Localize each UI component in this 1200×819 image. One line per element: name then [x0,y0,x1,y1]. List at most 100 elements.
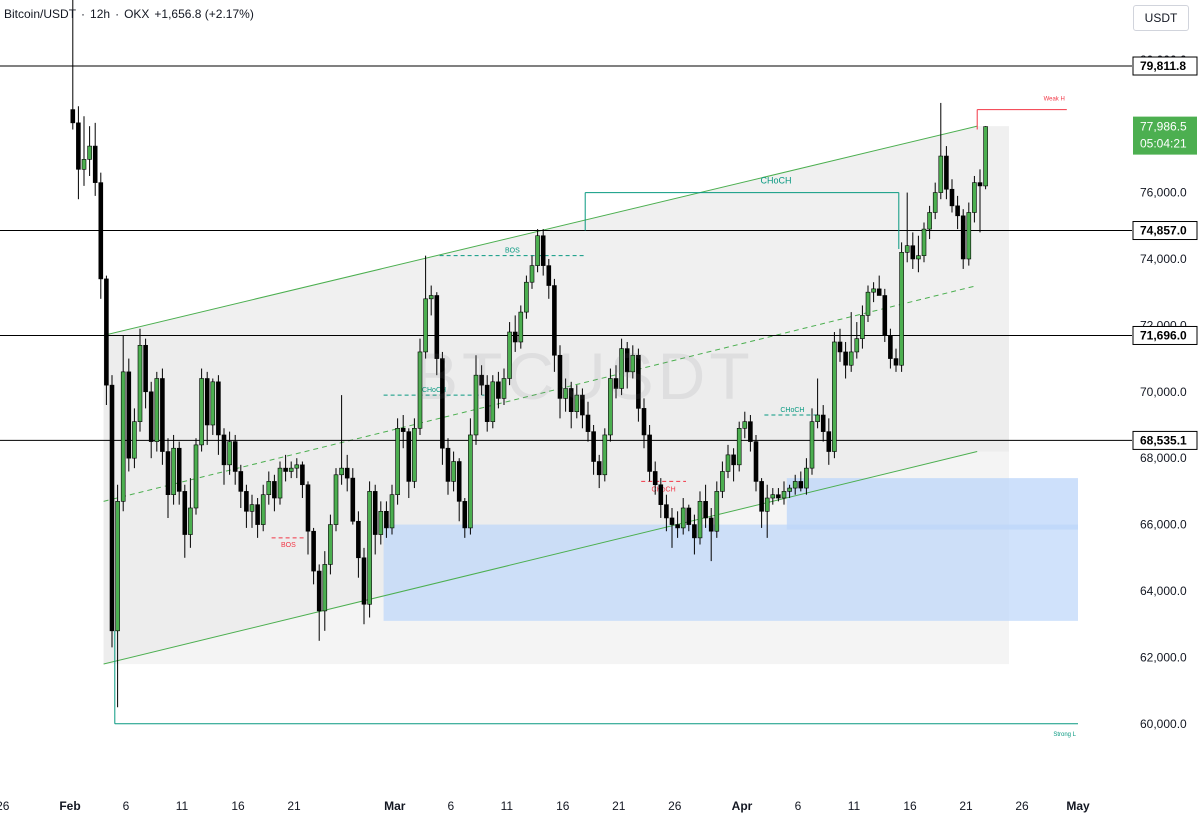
candle[interactable] [356,520,361,559]
candle[interactable] [966,212,972,260]
candle[interactable] [753,441,759,482]
candle[interactable] [484,384,490,422]
candle[interactable] [81,159,87,170]
candle[interactable] [512,331,518,343]
candle[interactable] [496,381,501,399]
candle[interactable] [395,428,400,496]
candle[interactable] [574,394,580,413]
candle[interactable] [143,344,148,393]
candle[interactable] [764,497,770,512]
candle[interactable] [372,491,378,535]
candle[interactable] [361,557,367,605]
candle[interactable] [809,421,815,469]
candle[interactable] [983,126,988,187]
candle[interactable] [412,428,417,482]
candle[interactable] [557,354,563,399]
last-price-tag[interactable] [1133,116,1197,155]
candle[interactable] [776,494,781,499]
candle[interactable] [322,564,328,612]
candle[interactable] [132,421,137,459]
candle[interactable] [893,358,899,366]
candle[interactable] [221,434,227,466]
candle[interactable] [832,341,837,452]
candle[interactable] [384,511,389,529]
candle[interactable] [781,491,787,499]
candle[interactable] [669,517,675,525]
candle[interactable] [960,215,966,260]
candle[interactable] [400,428,406,432]
candle[interactable] [882,295,888,336]
candle[interactable] [462,501,468,529]
candle[interactable] [675,524,680,529]
candle[interactable] [440,358,445,449]
candle[interactable] [350,477,356,522]
candle[interactable] [300,464,305,486]
candle[interactable] [921,228,927,256]
candle[interactable] [916,255,921,260]
candle[interactable] [955,205,960,217]
candle[interactable] [244,491,249,512]
candle[interactable] [563,388,568,399]
candle[interactable] [232,441,238,472]
candle[interactable] [316,570,322,612]
candle[interactable] [602,434,608,476]
candle[interactable] [171,447,176,496]
candle[interactable] [837,341,843,353]
candle[interactable] [518,311,524,343]
candle[interactable] [591,431,596,462]
candle[interactable] [860,315,865,339]
candle[interactable] [333,474,339,525]
candle[interactable] [339,467,344,476]
candle[interactable] [770,494,776,499]
candle[interactable] [204,378,210,426]
candle[interactable] [904,245,910,253]
candle[interactable] [406,431,412,482]
candle[interactable] [115,501,120,632]
candle[interactable] [193,444,199,509]
candle[interactable] [944,155,949,190]
candle[interactable] [216,381,221,436]
candle[interactable] [434,295,440,359]
candle[interactable] [451,461,456,482]
candle[interactable] [972,182,977,213]
candle[interactable] [876,288,882,296]
channel-mid-line[interactable] [103,285,978,502]
candle[interactable] [815,414,820,422]
price-level-tag[interactable] [1132,56,1198,76]
candle[interactable] [910,245,916,260]
candle[interactable] [854,338,860,353]
price-level-tag[interactable] [1132,430,1198,450]
candle[interactable] [630,354,636,373]
candle[interactable] [720,471,725,492]
candle[interactable] [792,481,798,489]
candle[interactable] [742,421,748,429]
price-level-tag[interactable] [1132,325,1198,345]
candle[interactable] [546,265,552,286]
candle[interactable] [468,434,473,529]
candle[interactable] [703,501,708,519]
candle[interactable] [501,378,507,399]
candle[interactable] [552,285,557,356]
candle[interactable] [182,491,188,535]
candle[interactable] [188,507,193,535]
candle[interactable] [585,414,591,432]
candle[interactable] [568,388,574,413]
candle[interactable] [731,454,736,466]
candle[interactable] [199,378,204,446]
candle[interactable] [428,295,434,300]
candle[interactable] [456,461,462,502]
candle[interactable] [445,447,451,482]
candle[interactable] [697,501,703,539]
candle[interactable] [120,371,126,502]
candle[interactable] [540,235,546,266]
candle[interactable] [636,354,641,409]
candle[interactable] [255,504,260,525]
candle[interactable] [580,394,585,416]
candle[interactable] [160,378,165,452]
candle[interactable] [619,348,624,389]
candle[interactable] [344,467,350,479]
candle[interactable] [888,335,893,359]
candle[interactable] [165,451,171,496]
candle[interactable] [529,265,535,283]
